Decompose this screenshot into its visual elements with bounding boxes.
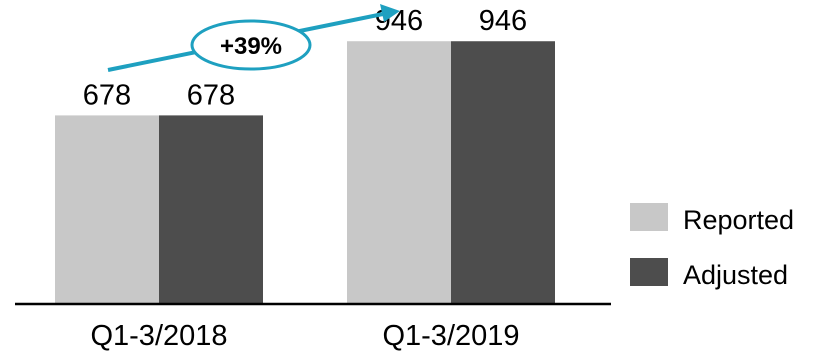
category-label-2: Q1-3/2019	[382, 320, 519, 352]
bars-layer	[55, 41, 555, 304]
bar-reported-1	[55, 115, 159, 303]
bar-adjusted-2	[451, 41, 555, 304]
growth-bubble	[190, 19, 312, 71]
category-label-1: Q1-3/2018	[90, 320, 227, 352]
growth-annotation: +39%	[107, 4, 400, 72]
legend-swatch-adjusted	[630, 258, 668, 286]
arrowhead-icon	[380, 4, 400, 22]
data-label-adjusted-2: 946	[479, 5, 527, 37]
legend-swatch-reported	[630, 203, 668, 231]
legend-label-adjusted: Adjusted	[683, 260, 788, 290]
legend-label-reported: Reported	[683, 205, 794, 235]
bar-reported-2	[347, 41, 451, 304]
data-label-adjusted-1: 678	[187, 79, 235, 111]
growth-label: +39%	[220, 33, 282, 60]
legend: Reported Adjusted	[630, 203, 794, 290]
data-label-reported-1: 678	[83, 79, 131, 111]
bar-adjusted-1	[159, 115, 263, 303]
